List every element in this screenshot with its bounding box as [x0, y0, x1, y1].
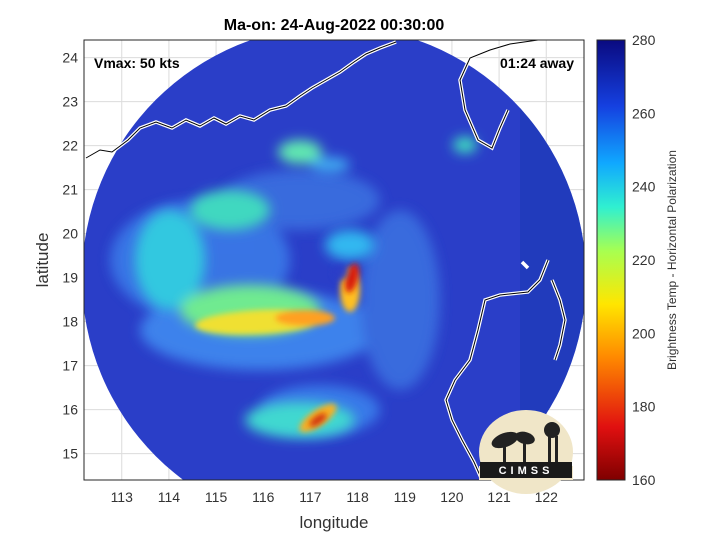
x-tick-labels: 113 114 115 116 117 118 119 120 121 122 [111, 489, 559, 505]
x-tick-label: 115 [205, 489, 228, 505]
x-tick-label: 120 [440, 489, 464, 505]
x-tick-label: 121 [487, 489, 511, 505]
colorbar-tick-label: 240 [632, 179, 656, 195]
cimss-logo: CIMSS [479, 410, 573, 494]
x-axis-label: longitude [299, 513, 368, 532]
y-axis-label: latitude [33, 233, 52, 288]
coastline-black [85, 40, 566, 480]
y-tick-label: 18 [62, 314, 78, 330]
y-tick-label: 19 [62, 270, 78, 286]
y-tick-label: 20 [62, 226, 78, 242]
map-title: Ma-on: 24-Aug-2022 00:30:00 [224, 17, 445, 34]
colorbar-tick-label: 280 [632, 32, 656, 48]
colorbar: 280 260 240 220 200 180 160 Brightness Temp - … [596, 32, 679, 488]
colorbar-tick-label: 200 [632, 325, 656, 341]
y-tick-label: 23 [62, 94, 78, 110]
x-tick-label: 119 [394, 489, 417, 505]
x-tick-label: 122 [535, 489, 559, 505]
colorbar-tick-labels: 280 260 240 220 200 180 160 [632, 32, 656, 488]
plot-frame [83, 39, 585, 481]
vmax-annotation: Vmax: 50 kts [94, 55, 180, 71]
cimss-logo-text: CIMSS [499, 465, 554, 477]
colorbar-tick-label: 220 [632, 252, 656, 268]
time-away-annotation: 01:24 away [500, 55, 574, 71]
y-tick-label: 21 [62, 182, 78, 198]
colorbar-label: Brightness Temp - Horizontal Polarizatio… [665, 150, 679, 370]
colorbar-scale [596, 39, 626, 481]
y-tick-label: 15 [62, 446, 78, 462]
colorbar-tick-label: 260 [632, 105, 656, 121]
x-tick-label: 117 [299, 489, 322, 505]
x-tick-label: 118 [346, 489, 369, 505]
x-tick-label: 113 [111, 489, 134, 505]
colorbar-tick-label: 160 [632, 472, 656, 488]
y-tick-label: 17 [62, 358, 78, 374]
y-tick-label: 16 [62, 402, 78, 418]
x-tick-label: 116 [252, 489, 275, 505]
colorbar-tick-label: 180 [632, 399, 656, 415]
y-tick-label: 22 [62, 138, 78, 154]
y-tick-label: 24 [62, 50, 78, 66]
x-tick-label: 114 [158, 489, 181, 505]
y-tick-labels: 24 23 22 21 20 19 18 17 16 15 [62, 50, 78, 462]
